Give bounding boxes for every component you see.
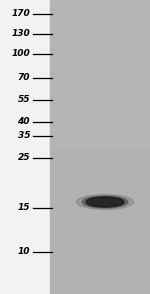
Text: 15: 15: [18, 203, 30, 213]
Text: 10: 10: [18, 248, 30, 256]
Bar: [0, 0, 50, 294]
Text: 130: 130: [11, 29, 30, 39]
Text: 35: 35: [18, 131, 30, 141]
Ellipse shape: [76, 195, 134, 210]
Ellipse shape: [82, 196, 128, 208]
Bar: [50, 0, 150, 147]
Text: 170: 170: [11, 9, 30, 19]
Text: 40: 40: [18, 118, 30, 126]
Text: 70: 70: [18, 74, 30, 83]
Text: 55: 55: [18, 96, 30, 104]
Text: 25: 25: [18, 153, 30, 163]
Ellipse shape: [86, 197, 124, 207]
Bar: [50, 0, 150, 294]
Text: 100: 100: [11, 49, 30, 59]
